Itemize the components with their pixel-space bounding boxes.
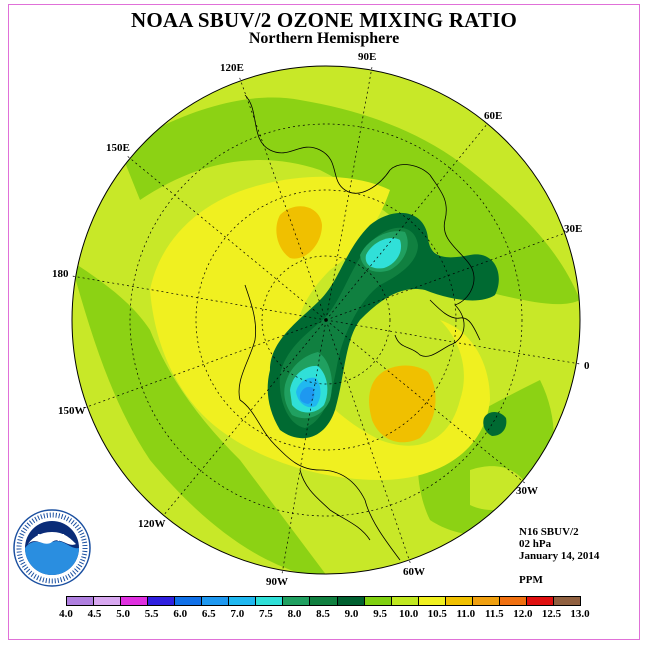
colorbar-tick-label: 11.0 — [456, 608, 476, 620]
page-title: NOAA SBUV/2 OZONE MIXING RATIO — [131, 8, 517, 32]
colorbar-tick-label: 8.0 — [287, 608, 302, 620]
pressure-level-label: 02 hPa — [519, 538, 552, 550]
colorbar-swatch — [390, 596, 419, 606]
colorbar-tick-label: 6.0 — [173, 608, 188, 620]
colorbar-swatch — [228, 596, 257, 606]
colorbar-tick-label: 9.0 — [344, 608, 359, 620]
lon-label-30w: 30W — [516, 485, 538, 497]
lat-lon-grid — [71, 66, 581, 575]
colorbar-swatch — [525, 596, 554, 606]
colorbar-tick-label: 6.5 — [201, 608, 216, 620]
lon-label-180: 180 — [52, 268, 69, 280]
colorbar-swatch — [498, 596, 527, 606]
lon-label-60w: 60W — [403, 566, 425, 578]
lon-label-90e: 90E — [358, 51, 377, 63]
colorbar-tick-label: 4.0 — [59, 608, 73, 620]
lon-label-120w: 120W — [138, 518, 166, 530]
satellite-label: N16 SBUV/2 — [519, 526, 579, 538]
colorbar-tick-label: 10.5 — [427, 608, 447, 620]
colorbar-swatch — [417, 596, 446, 606]
colorbar-tick-label: 7.0 — [230, 608, 245, 620]
colorbar-tick-label: 7.5 — [259, 608, 273, 620]
colorbar-swatch — [309, 596, 338, 606]
colorbar-tick-label: 13.0 — [570, 608, 590, 620]
colorbar-swatch — [282, 596, 311, 606]
colorbar-tick-label: 12.0 — [513, 608, 533, 620]
lon-label-30e: 30E — [564, 223, 583, 235]
map-frame — [8, 4, 640, 640]
colorbar-swatch — [174, 596, 203, 606]
colorbar-tick-label: 10.0 — [399, 608, 419, 620]
colorbar-tick-label: 5.0 — [116, 608, 130, 620]
colorbar-swatch — [336, 596, 365, 606]
date-label: January 14, 2014 — [519, 550, 600, 562]
colorbar-tick-label: 5.5 — [144, 608, 159, 620]
lon-label-0: 0 — [584, 360, 590, 372]
lon-label-150e: 150E — [106, 142, 130, 154]
colorbar-swatch — [120, 596, 149, 606]
colorbar-swatch — [66, 596, 95, 606]
colorbar-tick-label: 11.5 — [485, 608, 504, 620]
colorbar-tick-label: 12.5 — [541, 608, 562, 620]
colorbar-swatch — [147, 596, 176, 606]
noaa-logo: NOAA — [13, 509, 91, 587]
page-subtitle: Northern Hemisphere — [248, 30, 400, 47]
colorbar-tick-label: 9.5 — [373, 608, 387, 620]
hemisphere-border — [71, 65, 581, 575]
colorbar-swatch — [444, 596, 473, 606]
colorbar-swatch — [552, 596, 581, 606]
noaa-logo-text: NOAA — [37, 533, 66, 544]
colorbar-swatch — [201, 596, 230, 606]
lon-label-120e: 120E — [220, 62, 244, 74]
units-label: PPM — [519, 574, 543, 586]
lon-label-60e: 60E — [484, 110, 503, 122]
lon-label-150w: 150W — [58, 405, 86, 417]
colorbar-swatch — [471, 596, 500, 606]
colorbar-swatch — [93, 596, 122, 606]
lon-label-90w: 90W — [266, 576, 288, 588]
colorbar-tick-label: 8.5 — [316, 608, 330, 620]
colorbar-tick-label: 4.5 — [87, 608, 102, 620]
colorbar-swatch — [255, 596, 284, 606]
colorbar-swatch — [363, 596, 392, 606]
ozone-field — [72, 66, 580, 574]
